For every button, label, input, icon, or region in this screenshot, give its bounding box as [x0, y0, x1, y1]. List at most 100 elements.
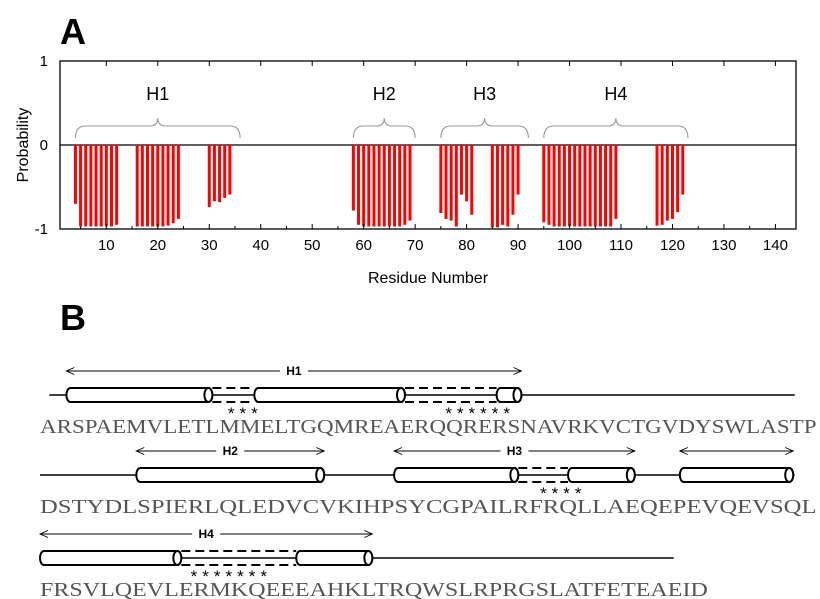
helix-cylinder-end	[512, 387, 523, 403]
bar	[449, 145, 453, 221]
bar	[372, 145, 376, 227]
x-tick-label: 90	[510, 237, 527, 254]
bar	[377, 145, 381, 227]
x-tick-label: 80	[458, 237, 475, 254]
bar	[552, 145, 556, 227]
star-markers: ***	[228, 404, 263, 423]
bar	[357, 145, 361, 225]
helix-braces: H1 H2 H3 H4	[74, 84, 689, 139]
x-axis-title: Residue Number	[368, 270, 489, 287]
arrow-head-left	[65, 367, 75, 375]
y-tick-label: -1	[35, 221, 48, 238]
bar	[665, 145, 669, 221]
star-markers: *******	[191, 567, 272, 586]
x-tick-label: 130	[711, 237, 736, 254]
bar	[94, 145, 98, 227]
bar	[367, 145, 371, 227]
bar	[135, 145, 139, 227]
bar	[470, 145, 474, 215]
arrow-head-left	[135, 447, 145, 455]
y-tick-label: 0	[40, 137, 48, 154]
panel-a-letter: A	[60, 11, 86, 52]
panel-b-letter: B	[60, 297, 86, 338]
bar	[609, 145, 613, 227]
helix-label-bg	[216, 443, 245, 459]
bar	[115, 145, 119, 225]
x-tick-label: 60	[355, 237, 372, 254]
bar	[676, 145, 680, 213]
bar	[588, 145, 592, 227]
bar	[465, 145, 469, 202]
bar	[382, 145, 386, 227]
sequence-row: H4 *******FRSVLQEVLERMKQEEEAHKLTRQWSLRPRG…	[38, 526, 708, 599]
helix-cylinder-end	[509, 467, 520, 483]
sequence-text: FRSVLQEVLERMKQEEEAHKLTRQWSLRPRGSLATFETEA…	[40, 579, 708, 599]
arrow-head-right	[785, 447, 795, 455]
bar	[156, 145, 160, 227]
bar	[176, 145, 180, 219]
helix-cylinder-end	[203, 387, 214, 403]
helix-cylinder	[65, 387, 214, 403]
sequence-text: ARSPAEMVLETLMMELTGQMREAERQQRERSNAVRKVCTG…	[40, 416, 817, 438]
helix-cylinder	[393, 467, 520, 483]
bar	[516, 145, 520, 195]
bar	[228, 145, 232, 195]
bar	[84, 145, 88, 227]
helix-cylinder	[135, 467, 326, 483]
helix-brace	[352, 117, 416, 139]
bar	[89, 145, 93, 227]
helix-cylinder	[295, 550, 374, 566]
helix-cylinder	[253, 387, 406, 403]
helix-label-bg	[279, 363, 308, 379]
helix-cylinder-end	[172, 550, 183, 566]
bar	[166, 145, 170, 226]
bar	[506, 145, 510, 227]
bar	[598, 145, 602, 227]
bar	[490, 145, 494, 228]
x-tick-label: 30	[201, 237, 218, 254]
bar	[614, 145, 618, 219]
bar	[362, 145, 366, 227]
helix-brace-label: H2	[373, 84, 396, 104]
bar	[439, 145, 443, 214]
bar	[212, 145, 216, 202]
bar	[459, 145, 463, 195]
sequence-map: H1*** ******ARSPAEMVLETLMMELTGQMREAERQQRE…	[38, 363, 817, 599]
bar	[670, 145, 674, 219]
bar	[573, 145, 577, 227]
bar	[393, 145, 397, 227]
bar	[578, 145, 582, 227]
helix-span-label: H2	[223, 444, 239, 458]
bar	[583, 145, 587, 227]
x-tick-label: 120	[660, 237, 685, 254]
bar	[151, 145, 155, 227]
helix-label-bg	[192, 526, 221, 542]
arrow-head-right	[513, 367, 523, 375]
bar	[444, 145, 448, 219]
x-tick-label: 10	[98, 237, 115, 254]
helix-span-label: H1	[286, 364, 302, 378]
helix-brace-label: H1	[146, 84, 169, 104]
helix-brace	[74, 117, 241, 139]
helix-span-label: H3	[507, 444, 523, 458]
star-markers: ****	[540, 484, 586, 503]
bar	[171, 145, 175, 224]
x-tick-label: 50	[304, 237, 321, 254]
bar	[398, 145, 402, 227]
bar	[660, 145, 664, 225]
arrow-head-left	[392, 447, 403, 455]
sequence-text: DSTYDLSPIERLQLEDVCVKIHPSYCGPAILRFRQLLAEQ…	[40, 496, 817, 518]
bar	[495, 145, 499, 228]
bar	[387, 145, 391, 227]
x-axis-ticks: 10 20 30 40 50 60 70 80 90 100 110 120 130 140	[80, 61, 788, 254]
helix-cylinder-end	[625, 467, 636, 483]
bar	[568, 145, 572, 227]
arrow-head-left	[38, 530, 49, 538]
helix-cylinder	[678, 467, 795, 483]
helix-cylinder-end	[315, 467, 326, 483]
bar	[511, 145, 515, 215]
bar	[604, 145, 608, 227]
y-tick-label: 1	[40, 53, 48, 70]
bar	[207, 145, 211, 208]
